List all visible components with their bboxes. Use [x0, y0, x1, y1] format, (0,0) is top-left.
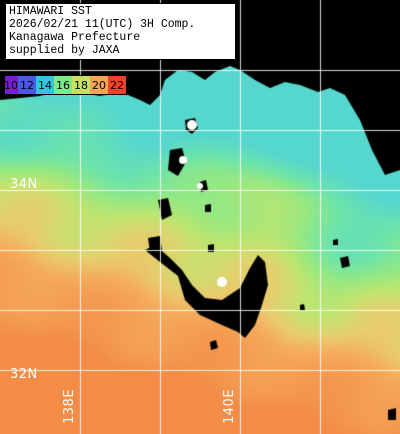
title-line: HIMAWARI SST	[9, 5, 92, 18]
legend-swatch-10: 10	[4, 76, 18, 94]
lat-label-34n: 34N	[10, 177, 38, 192]
legend-swatch-18: 18	[72, 76, 90, 94]
map-info-box: HIMAWARI SST 2026/02/21 11(UTC) 3H Comp.…	[5, 3, 236, 60]
legend-swatch-22: 22	[108, 76, 126, 94]
legend-swatch-16: 16	[54, 76, 72, 94]
lat-label-32n: 32N	[10, 367, 38, 382]
credit-line: supplied by JAXA	[9, 44, 120, 57]
date-line: 2026/02/21 11(UTC) 3H Comp.	[9, 18, 196, 31]
legend-swatch-14: 14	[36, 76, 54, 94]
region-line: Kanagawa Prefecture	[9, 31, 141, 44]
lon-label-138e: 138E	[62, 388, 77, 424]
legend-swatch-20: 20	[90, 76, 108, 94]
temperature-legend: 10 12 14 16 18 20 22	[4, 75, 127, 95]
lon-label-140e: 140E	[222, 388, 237, 424]
legend-swatch-12: 12	[18, 76, 36, 94]
